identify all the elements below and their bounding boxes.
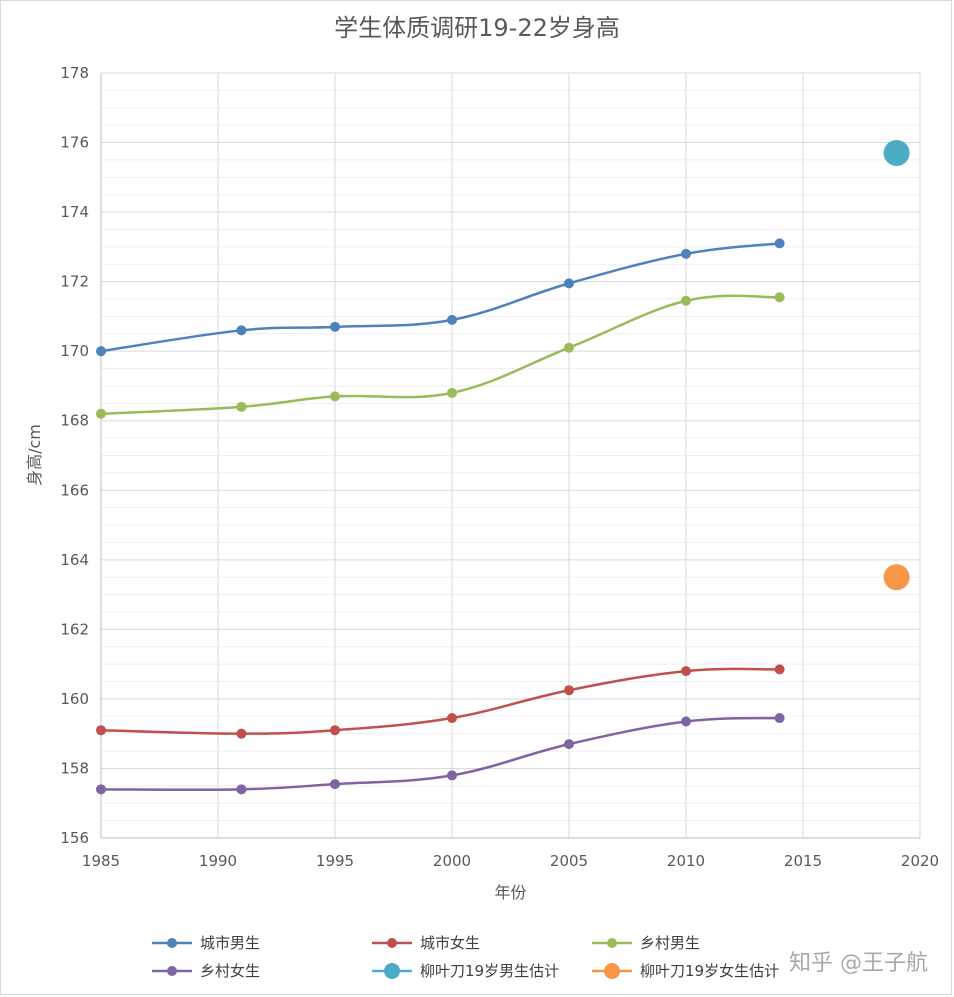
- data-point: [96, 408, 106, 419]
- data-point: [330, 391, 340, 402]
- y-tick-label: 158: [60, 759, 89, 777]
- series-line-2: [100, 294, 780, 416]
- chart-title: 学生体质调研19-22岁身高: [334, 14, 620, 42]
- data-point: [681, 716, 691, 727]
- legend-marker: [387, 938, 397, 948]
- data-point: [330, 321, 340, 332]
- watermark: 知乎 @王子航: [789, 951, 928, 976]
- y-tick-label: 166: [60, 481, 89, 499]
- data-point: [774, 713, 785, 724]
- data-point: [236, 325, 247, 336]
- data-point: [236, 401, 247, 412]
- legend-label: 城市女生: [420, 934, 480, 952]
- data-point: [774, 292, 785, 303]
- y-tick-label: 160: [60, 690, 89, 708]
- data-point: [236, 728, 247, 739]
- data-point: [564, 685, 574, 696]
- estimate-marker: [883, 139, 910, 166]
- data-point: [774, 664, 785, 675]
- data-point: [447, 314, 457, 325]
- legend-marker: [167, 938, 177, 948]
- y-tick-label: 178: [60, 64, 89, 82]
- legend-marker: [384, 963, 400, 979]
- legend-marker: [604, 963, 620, 979]
- y-tick-label: 162: [60, 620, 89, 638]
- x-tick-label: 1985: [82, 852, 120, 870]
- data-point: [447, 713, 457, 724]
- data-point: [96, 784, 106, 795]
- data-point: [564, 342, 574, 353]
- x-tick-label: 2010: [667, 852, 705, 870]
- series-line-3: [100, 716, 780, 791]
- y-tick-label: 172: [60, 273, 89, 291]
- x-tick-label: 2000: [433, 852, 471, 870]
- data-point: [96, 725, 106, 736]
- x-tick-label: 1995: [316, 852, 354, 870]
- data-point: [681, 666, 691, 677]
- series-line-1: [100, 667, 780, 735]
- legend-marker: [167, 966, 177, 976]
- data-point: [447, 387, 457, 398]
- data-point: [330, 725, 340, 736]
- data-point: [774, 238, 785, 249]
- legend-label: 柳叶刀19岁女生估计: [640, 962, 779, 980]
- data-point: [330, 779, 340, 790]
- y-tick-label: 164: [60, 551, 89, 569]
- legend-label: 柳叶刀19岁男生估计: [420, 962, 559, 980]
- y-axis-title: 身高/cm: [25, 424, 44, 486]
- legend-label: 乡村女生: [200, 962, 260, 980]
- data-point: [681, 248, 691, 259]
- y-tick-label: 176: [60, 134, 89, 152]
- data-point: [681, 295, 691, 306]
- x-tick-label: 1990: [199, 852, 237, 870]
- data-point: [447, 770, 457, 781]
- data-point: [564, 739, 574, 750]
- x-tick-label: 2005: [550, 852, 588, 870]
- data-point: [96, 346, 106, 357]
- x-tick-label: 2020: [901, 852, 939, 870]
- estimate-marker: [883, 564, 910, 591]
- y-tick-label: 174: [60, 203, 89, 221]
- series-line-0: [100, 242, 780, 353]
- legend-marker: [607, 938, 617, 948]
- legend-label: 乡村男生: [640, 934, 700, 952]
- x-axis-title: 年份: [494, 883, 526, 902]
- legend-label: 城市男生: [200, 934, 260, 952]
- y-tick-label: 170: [60, 342, 89, 360]
- data-point: [236, 784, 247, 795]
- y-tick-label: 156: [60, 829, 89, 847]
- y-tick-label: 168: [60, 412, 89, 430]
- data-point: [564, 278, 574, 289]
- x-tick-label: 2015: [784, 852, 822, 870]
